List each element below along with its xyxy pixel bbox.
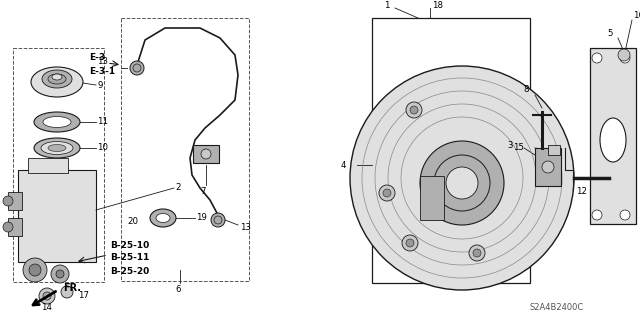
Ellipse shape [31,67,83,97]
Circle shape [61,286,73,298]
Ellipse shape [542,161,554,173]
Text: B-25-11: B-25-11 [110,254,149,263]
Ellipse shape [600,118,626,162]
Text: 13: 13 [240,224,251,233]
Text: 9: 9 [97,80,102,90]
Text: FR.: FR. [63,283,81,293]
Text: 1: 1 [385,2,390,11]
Circle shape [473,249,481,257]
Bar [8,218,22,236]
Text: 18: 18 [432,2,443,11]
Text: 6: 6 [175,286,180,294]
Text: 20: 20 [127,217,138,226]
Bar [28,158,68,173]
Bar [193,145,219,163]
Circle shape [39,288,55,304]
Text: B-25-20: B-25-20 [110,266,149,276]
Circle shape [592,53,602,63]
Text: 11: 11 [97,117,108,127]
Circle shape [379,185,395,201]
Ellipse shape [41,142,73,154]
Ellipse shape [201,149,211,159]
Text: 10: 10 [97,144,108,152]
Circle shape [406,102,422,118]
Text: 17: 17 [78,291,89,300]
Text: 14: 14 [42,303,52,313]
Bar [8,192,22,210]
Bar [121,18,249,281]
Text: 12: 12 [576,188,587,197]
Ellipse shape [130,61,144,75]
Ellipse shape [211,213,225,227]
Bar [13,48,104,282]
Circle shape [406,239,414,247]
Ellipse shape [43,116,71,128]
Ellipse shape [34,112,80,132]
Text: 16: 16 [633,11,640,20]
Text: E-3: E-3 [89,54,105,63]
Circle shape [446,167,478,199]
Text: 19: 19 [196,213,207,222]
Text: 3: 3 [508,140,513,150]
Circle shape [618,49,630,61]
Circle shape [410,106,418,114]
Ellipse shape [34,138,80,158]
Bar [590,48,636,224]
Circle shape [402,235,418,251]
Circle shape [434,155,490,211]
Ellipse shape [150,209,176,227]
Bar [18,170,96,262]
Circle shape [350,66,574,290]
Circle shape [620,53,630,63]
Text: 13: 13 [97,57,108,66]
Text: 8: 8 [524,85,529,94]
Bar [420,176,444,220]
Circle shape [3,196,13,206]
Circle shape [3,222,13,232]
Ellipse shape [156,213,170,222]
Text: 2: 2 [175,182,180,191]
Circle shape [469,245,485,261]
Bar [548,145,560,155]
Circle shape [23,258,47,282]
Text: 7: 7 [200,188,205,197]
Circle shape [43,292,51,300]
Circle shape [420,141,504,225]
Ellipse shape [214,216,222,224]
Text: S2A4B2400C: S2A4B2400C [530,303,584,313]
Circle shape [383,189,391,197]
Ellipse shape [48,145,66,152]
Text: 5: 5 [607,28,613,38]
Ellipse shape [133,64,141,72]
Bar [372,18,530,283]
Text: E-3-1: E-3-1 [89,66,115,76]
Text: 15: 15 [513,143,524,152]
Circle shape [620,210,630,220]
Ellipse shape [48,74,66,84]
Circle shape [51,265,69,283]
Text: 4: 4 [340,160,346,169]
Ellipse shape [42,70,72,88]
Bar [535,148,561,186]
Ellipse shape [52,74,62,80]
Circle shape [29,264,41,276]
Circle shape [56,270,64,278]
Text: B-25-10: B-25-10 [110,241,149,249]
Circle shape [592,210,602,220]
